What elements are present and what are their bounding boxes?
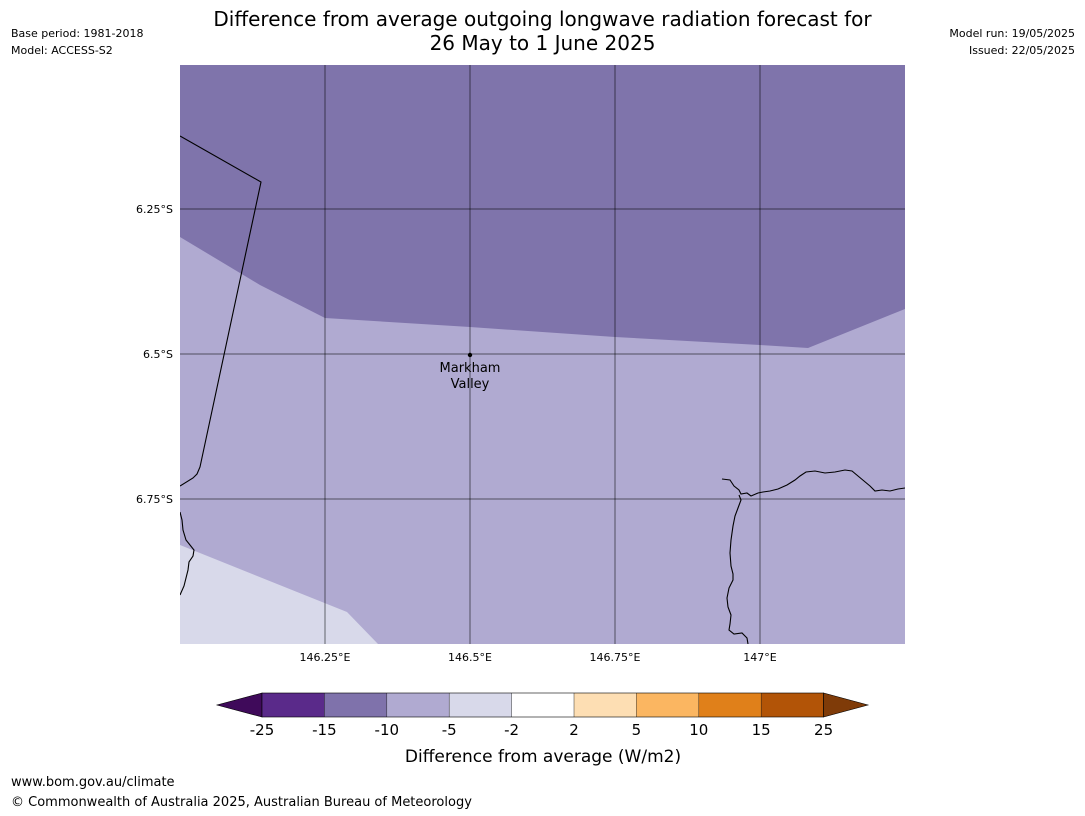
colorbar-title: Difference from average (W/m2) [405,747,681,767]
colorbar [215,692,870,718]
west-coastline [180,511,195,596]
longitude-label: 146.5°E [448,651,492,664]
colorbar-swatch [636,693,699,717]
colorbar-swatch [324,693,387,717]
latitude-label: 6.25°S [136,203,173,216]
map-title: Difference from average outgoing longwav… [180,7,905,55]
colorbar-dividers [324,693,762,717]
title-line-2: 26 May to 1 June 2025 [429,31,656,55]
colorbar-swatch [574,693,637,717]
colorbar-tick-label: -25 [250,721,275,739]
river-line [726,494,749,644]
colorbar-outline [261,692,824,718]
colorbar-tick-label: -15 [312,721,337,739]
issued-date: Issued: 22/05/2025 [968,44,1075,57]
border-line [180,135,262,487]
colorbar-tick-label: 5 [632,721,642,739]
colorbar-tick-label: -2 [504,721,519,739]
colorbar-tick-label: 15 [752,721,771,739]
base-period: Base period: 1981-2018 [11,27,144,40]
metadata-left: Base period: 1981-2018 Model: ACCESS-S2 [11,25,143,59]
title-line-1: Difference from average outgoing longwav… [213,7,872,31]
colorbar-tick-label: 25 [814,721,833,739]
anomaly-region-minus10-minus15 [180,65,905,348]
footer-copyright: © Commonwealth of Australia 2025, Austra… [11,795,472,810]
footer-url: www.bom.gov.au/climate [11,775,175,790]
colorbar-swatch [761,693,824,717]
colorbar-swatch [386,693,450,717]
colorbar-tick-label: 2 [569,721,579,739]
colorbar-tick-label: -10 [375,721,400,739]
colorbar-extend-high [823,692,870,718]
colorbar-swatch [449,693,512,717]
metadata-right: Model run: 19/05/2025 Issued: 22/05/2025 [949,25,1075,59]
longitude-label: 146.25°E [300,651,351,664]
colorbar-swatch [262,693,325,717]
east-coastline [721,469,905,497]
latitude-label: 6.75°S [136,493,173,506]
model-run: Model run: 19/05/2025 [949,27,1075,40]
coastlines [180,135,905,644]
colorbar-tick-label: 10 [689,721,708,739]
location-marker [467,352,473,358]
latitude-label: 6.5°S [143,348,173,361]
colorbar-extend-low [215,692,263,718]
model-name: Model: ACCESS-S2 [11,44,113,57]
colorbar-swatch [511,693,574,717]
place-label-line-1: Markham [440,361,501,376]
colorbar-tick-label: -5 [442,721,457,739]
longitude-label: 146.75°E [590,651,641,664]
colorbar-swatch [698,693,762,717]
place-label-line-2: Valley [451,377,490,392]
longitude-label: 147°E [743,651,776,664]
